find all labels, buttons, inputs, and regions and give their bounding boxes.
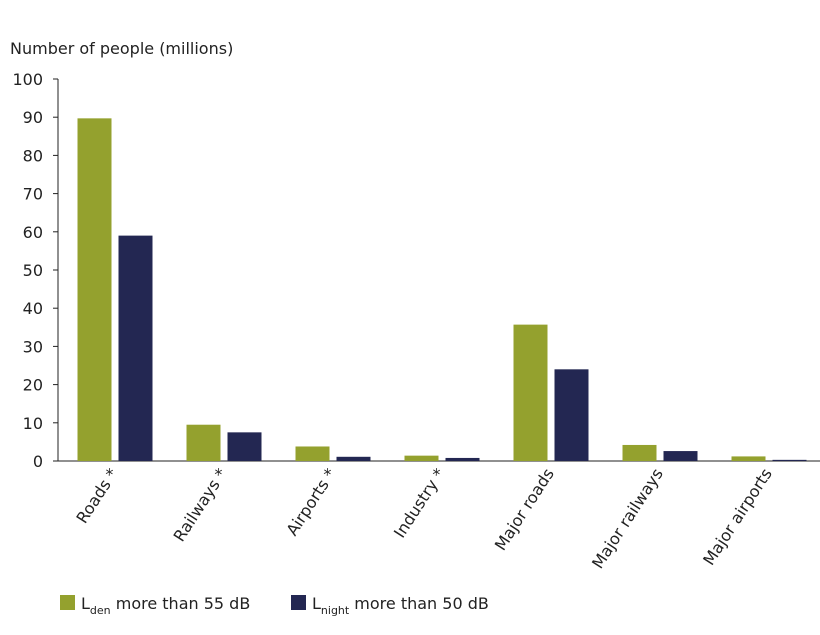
x-tick-label: Major railways [588,465,667,572]
bar [295,446,330,461]
x-tick-label: Airports * [282,465,339,539]
bar [404,455,439,461]
legend-text: den [90,604,111,617]
y-tick-label: 90 [23,108,43,127]
x-tick-label: Roads * [72,465,121,527]
x-tick-label: Industry * [390,465,449,542]
y-tick-label: 80 [23,146,43,165]
y-tick-label: 50 [23,261,43,280]
legend-text: more than 50 dB [349,594,489,613]
y-tick-label: 30 [23,337,43,356]
x-tick-label: Major roads [491,465,558,554]
legend-label: Lnight more than 50 dB [312,594,489,617]
legend-text: night [321,604,350,617]
bar [554,369,589,461]
y-tick-label: 60 [23,223,43,242]
bar [186,424,221,461]
legend-text: more than 55 dB [111,594,251,613]
bar [663,451,698,461]
legend-swatch [60,595,75,610]
bar [731,456,766,461]
x-tick-label: Railways * [170,465,231,545]
y-tick-label: 70 [23,185,43,204]
bar [772,459,807,461]
bar [622,444,657,461]
bar [227,432,262,461]
y-tick-label: 10 [23,414,43,433]
y-tick-label: 100 [12,70,43,89]
legend-text: L [81,594,90,613]
bar [445,457,480,461]
bar [513,324,548,461]
y-tick-label: 20 [23,376,43,395]
bar [118,235,153,461]
legend-swatch [291,595,306,610]
legend-label: Lden more than 55 dB [81,594,250,617]
y-tick-label: 0 [33,452,43,471]
bar [336,456,371,461]
legend-text: L [312,594,321,613]
y-tick-label: 40 [23,299,43,318]
bar [77,118,112,461]
x-tick-label: Major airports [699,465,776,569]
y-axis-label: Number of people (millions) [10,39,233,58]
